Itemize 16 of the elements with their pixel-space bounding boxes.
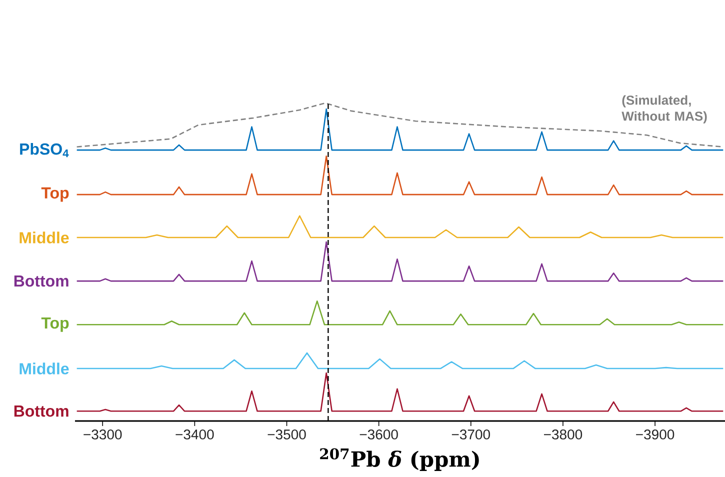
series-label: PbSO$_{4}$ — [20, 142, 69, 158]
series-label: Bottom — [14, 406, 68, 417]
x-tick-label: −3800 — [544, 430, 582, 440]
x-axis-title: $^{207}$Pb δ (ppm) — [320, 448, 479, 472]
series-label: Bottom — [14, 275, 68, 287]
series-label: Middle — [20, 232, 69, 244]
x-tick-label: −3900 — [636, 430, 674, 440]
x-tick-label: −3700 — [452, 430, 490, 440]
x-tick-label: −3400 — [176, 430, 214, 440]
x-tick-label: −3600 — [360, 430, 398, 440]
series-label: Top — [41, 187, 69, 202]
series-label: Top — [41, 317, 69, 332]
x-tick-label: −3500 — [268, 430, 306, 440]
series-label: (Simulated, Without MAS) — [622, 95, 707, 124]
x-tick-label: −3300 — [84, 430, 122, 440]
series-label: Middle — [20, 362, 69, 374]
